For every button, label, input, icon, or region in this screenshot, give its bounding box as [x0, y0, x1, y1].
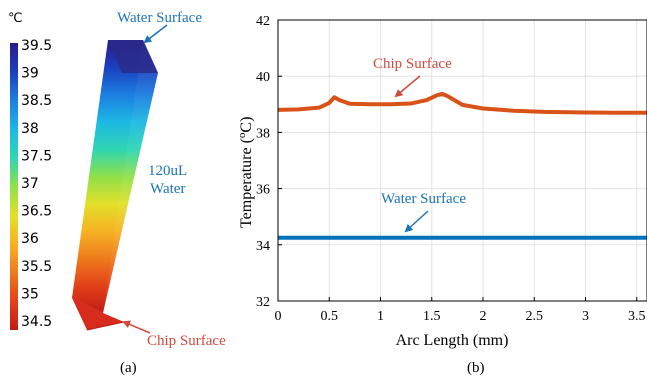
- water-column: [72, 40, 158, 331]
- column-top-face: [108, 40, 158, 73]
- y-tick-label: 40: [256, 70, 270, 85]
- x-tick-label: 0.5: [321, 309, 339, 324]
- y-tick-label: 32: [256, 295, 270, 310]
- colorbar-tick-label: 37.5: [21, 148, 52, 164]
- annotation-water-arrow: [404, 210, 429, 233]
- column-front-face: [72, 40, 143, 313]
- colorbar-tick-label: 35.5: [21, 259, 52, 275]
- water-label-line2: Water: [150, 181, 185, 197]
- column-bottom-face: [72, 298, 124, 330]
- x-tick-label: 2: [480, 309, 487, 324]
- y-tick-label: 42: [256, 14, 270, 29]
- colorbar: [10, 43, 18, 330]
- x-tick-label: 2.5: [526, 309, 544, 324]
- x-axis-label: Arc Length (mm): [396, 332, 509, 349]
- colorbar-tick-label: 38: [21, 121, 39, 137]
- x-ticks: 0 0.5 1 1.5 2 2.5 3 3.5: [275, 297, 646, 324]
- colorbar-tick-label: 39.5: [21, 38, 52, 54]
- chip-surface-arrow: [122, 320, 151, 334]
- y-ticks: 32 34 36 38 40 42: [256, 14, 282, 310]
- column-bottom-edge: [86, 321, 125, 331]
- y-axis-label: Temperature (oC): [236, 117, 255, 228]
- colorbar-unit: ℃: [8, 11, 23, 26]
- caption-b: (b): [467, 360, 485, 376]
- y-tick-label: 38: [256, 126, 270, 141]
- colorbar-tick-label: 36.5: [21, 204, 52, 220]
- grid: [277, 19, 647, 302]
- caption-a: (a): [120, 360, 137, 376]
- plot-frame: [277, 19, 647, 302]
- panel-b: 0 0.5 1 1.5 2 2.5 3 3.5 32 34 36 38 40 42 Arc Length…: [236, 14, 647, 376]
- annotation-water-surface: Water Surface: [381, 191, 466, 207]
- y-tick-label: 34: [256, 239, 270, 254]
- colorbar-tick-label: 37: [21, 176, 39, 192]
- colorbar-tick-label: 34.5: [21, 314, 52, 330]
- x-tick-label: 0: [275, 309, 282, 324]
- series: [277, 91, 647, 240]
- panel-a: ℃ 39.5 39 38.5 38 37.5 37 36.5 36 35.5 35 34.5 Wat…: [8, 10, 226, 376]
- series-line-chip-surface: [277, 91, 647, 115]
- colorbar-tick-label: 35: [21, 286, 39, 302]
- x-tick-label: 3.5: [628, 309, 646, 324]
- colorbar-tick-label: 36: [21, 231, 39, 247]
- chip-surface-label: Chip Surface: [147, 333, 226, 349]
- annotation-chip-surface: Chip Surface: [373, 56, 452, 72]
- y-tick-label: 36: [256, 183, 270, 198]
- x-tick-label: 1.5: [423, 309, 441, 324]
- annotation-chip-arrow: [394, 75, 421, 98]
- colorbar-tick-label: 38.5: [21, 93, 52, 109]
- water-surface-arrow: [143, 24, 168, 44]
- water-label-line1: 120uL: [148, 163, 187, 179]
- water-surface-label: Water Surface: [117, 10, 202, 26]
- x-tick-label: 3: [582, 309, 589, 324]
- x-tick-label: 1: [377, 309, 384, 324]
- colorbar-ticks: 39.5 39 38.5 38 37.5 37 36.5 36 35.5 35 34.5: [21, 38, 52, 330]
- colorbar-tick-label: 39: [21, 66, 39, 82]
